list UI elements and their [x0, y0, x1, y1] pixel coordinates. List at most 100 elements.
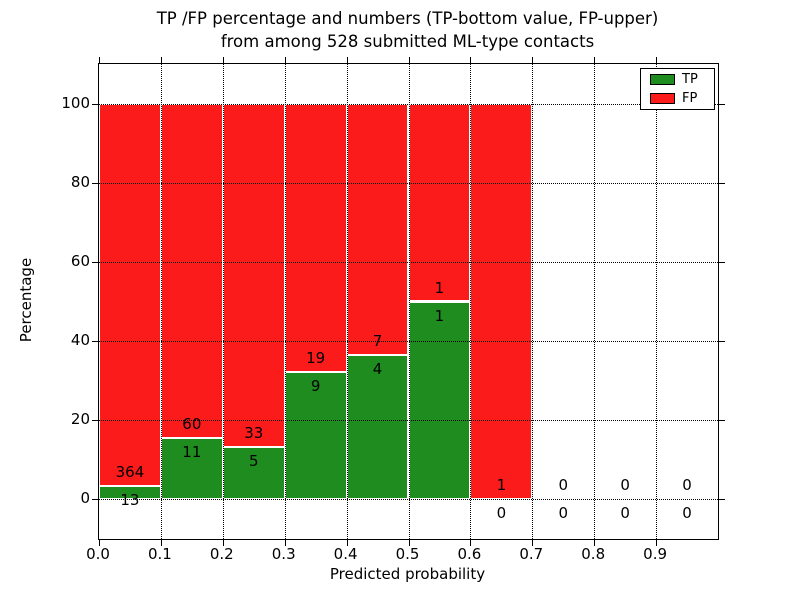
chart-title-line2: from among 528 submitted ML-type contact…: [220, 32, 595, 51]
x-tick-top: [346, 57, 348, 63]
x-tick-label: 0.3: [271, 545, 296, 563]
tp-count-label: 13: [120, 490, 140, 509]
y-tick-right: [719, 420, 725, 422]
x-tick-label: 0.9: [643, 545, 668, 563]
bar-fp: [346, 103, 409, 356]
bar-fp: [470, 103, 533, 500]
x-tick-label: 0.1: [147, 545, 172, 563]
x-tick-bottom: [160, 540, 162, 546]
tp-count-label: 0: [682, 504, 692, 523]
tp-count-label: 5: [248, 452, 259, 471]
y-tick-left: [92, 261, 98, 263]
y-tick-left: [92, 103, 98, 105]
chart-title-line1: TP /FP percentage and numbers (TP-bottom…: [156, 9, 659, 28]
fp-count-label: 1: [496, 476, 507, 495]
y-tick-label: 40: [70, 331, 90, 350]
legend: TP FP: [640, 68, 715, 110]
bar-fp: [408, 103, 471, 302]
x-tick-top: [99, 57, 100, 63]
bar-tp: [99, 485, 161, 500]
v-gridline: [470, 64, 472, 539]
x-tick-bottom: [470, 540, 472, 546]
bar-tp: [222, 447, 285, 500]
legend-entry-tp: TP: [650, 72, 714, 87]
v-gridline: [346, 64, 348, 539]
y-tick-label: 0: [80, 489, 90, 508]
x-tick-label: 0.6: [457, 545, 482, 563]
fp-count-label: 1: [434, 278, 445, 297]
y-tick-left: [92, 182, 98, 184]
legend-swatch-tp: [650, 74, 675, 86]
x-tick-top: [656, 57, 658, 63]
x-tick-bottom: [99, 540, 100, 546]
y-tick-right: [719, 182, 725, 184]
y-tick-right: [719, 341, 725, 343]
x-axis-label: Predicted probability: [329, 565, 486, 583]
bar-tp: [284, 372, 347, 500]
y-tick-label: 80: [70, 172, 90, 191]
x-tick-bottom: [408, 540, 410, 546]
x-tick-top: [470, 57, 472, 63]
x-tick-bottom: [594, 540, 596, 546]
tp-count-label: 4: [372, 360, 383, 379]
x-tick-top: [594, 57, 596, 63]
x-tick-bottom: [656, 540, 658, 546]
x-tick-bottom: [284, 540, 286, 546]
fp-count-label: 364: [115, 462, 145, 481]
tp-count-label: 0: [496, 504, 507, 523]
x-tick-bottom: [222, 540, 224, 546]
legend-label-fp: FP: [682, 90, 698, 106]
fp-count-label: 60: [182, 415, 202, 434]
fp-count-label: 0: [620, 476, 630, 495]
v-gridline: [656, 64, 658, 539]
v-gridline: [284, 64, 286, 539]
x-tick-bottom: [346, 540, 348, 546]
bar-fp: [160, 103, 223, 439]
v-gridline: [594, 64, 596, 539]
fp-count-label: 33: [244, 424, 264, 443]
x-tick-label: 0.4: [333, 545, 358, 563]
tp-count-label: 1: [434, 306, 445, 325]
x-tick-label: 0.7: [519, 545, 544, 563]
tp-count-label: 9: [310, 377, 321, 396]
x-tick-top: [532, 57, 534, 63]
bar-fp: [284, 103, 347, 373]
x-tick-top: [284, 57, 286, 63]
tp-count-label: 11: [182, 443, 202, 462]
v-gridline: [408, 64, 410, 539]
y-tick-label: 100: [61, 93, 90, 112]
v-gridline: [532, 64, 534, 539]
y-tick-right: [719, 261, 725, 263]
y-axis-label: Percentage: [17, 257, 35, 343]
x-tick-top: [222, 57, 224, 63]
fp-count-label: 7: [372, 332, 383, 351]
bar-fp: [99, 103, 161, 486]
y-tick-label: 60: [70, 251, 90, 270]
x-tick-bottom: [532, 540, 534, 546]
fp-count-label: 0: [682, 476, 692, 495]
chart-title: TP /FP percentage and numbers (TP-bottom…: [98, 7, 717, 53]
fp-count-label: 0: [558, 476, 569, 495]
bar-tp: [408, 301, 471, 500]
legend-entry-fp: FP: [650, 91, 714, 106]
bar-fp: [222, 103, 285, 448]
x-tick-top: [408, 57, 410, 63]
y-tick-left: [92, 420, 98, 422]
y-tick-left: [92, 499, 98, 501]
v-gridline: [222, 64, 224, 539]
y-tick-left: [92, 341, 98, 343]
y-tick-right: [719, 499, 725, 501]
v-gridline: [160, 64, 162, 539]
tp-count-label: 0: [558, 504, 569, 523]
x-tick-label: 0.5: [395, 545, 420, 563]
x-tick-top: [160, 57, 162, 63]
legend-label-tp: TP: [682, 72, 698, 88]
bar-tp: [160, 438, 223, 500]
x-tick-label: 0.0: [86, 545, 110, 563]
y-tick-right: [719, 103, 725, 105]
x-tick-label: 0.2: [209, 545, 234, 563]
tp-count-label: 0: [620, 504, 630, 523]
y-tick-label: 20: [70, 410, 90, 429]
legend-swatch-fp: [650, 92, 675, 104]
